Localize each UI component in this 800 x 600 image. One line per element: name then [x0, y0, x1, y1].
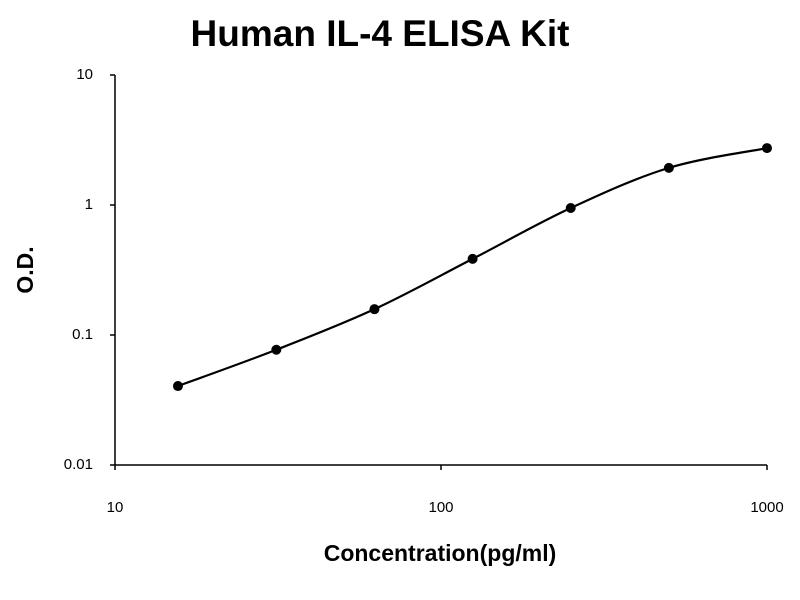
y-axis-label: O.D. — [12, 246, 38, 293]
y-tick-label: 1 — [85, 196, 93, 213]
y-tick-label: 0.01 — [64, 456, 93, 473]
chart-title: Human IL-4 ELISA Kit — [191, 13, 570, 54]
x-tick-label: 10 — [107, 499, 124, 516]
data-point — [762, 143, 772, 154]
data-point — [172, 381, 183, 392]
x-axis-label: Concentration(pg/ml) — [324, 540, 557, 566]
y-tick-label: 10 — [76, 66, 93, 83]
data-point — [467, 253, 478, 264]
data-point — [271, 344, 282, 355]
data-point — [663, 162, 674, 173]
x-tick-label: 100 — [428, 499, 453, 516]
x-tick-label: 1000 — [750, 499, 783, 516]
data-point — [565, 203, 576, 214]
y-tick-label: 0.1 — [72, 326, 93, 343]
data-point — [369, 304, 380, 315]
